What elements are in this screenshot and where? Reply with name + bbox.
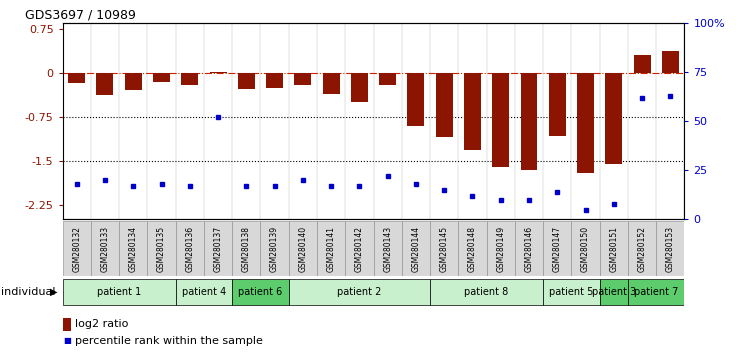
Bar bbox=[261, 221, 289, 276]
Bar bbox=[68, 73, 85, 84]
Bar bbox=[657, 221, 684, 276]
Text: patient 5: patient 5 bbox=[549, 287, 594, 297]
FancyBboxPatch shape bbox=[289, 279, 430, 305]
Text: GSM280148: GSM280148 bbox=[468, 226, 477, 272]
Text: GSM280134: GSM280134 bbox=[129, 225, 138, 272]
Text: GSM280141: GSM280141 bbox=[327, 226, 336, 272]
Bar bbox=[91, 221, 119, 276]
Text: GSM280144: GSM280144 bbox=[411, 225, 420, 272]
Text: GSM280149: GSM280149 bbox=[496, 225, 505, 272]
Bar bbox=[600, 221, 628, 276]
Bar bbox=[147, 221, 176, 276]
Text: GDS3697 / 10989: GDS3697 / 10989 bbox=[25, 9, 136, 22]
Bar bbox=[549, 73, 566, 136]
Bar bbox=[176, 221, 204, 276]
Bar bbox=[96, 73, 113, 95]
FancyBboxPatch shape bbox=[628, 279, 684, 305]
Bar bbox=[204, 221, 232, 276]
Text: patient 3: patient 3 bbox=[592, 287, 636, 297]
Bar bbox=[634, 55, 651, 73]
Bar bbox=[345, 221, 374, 276]
Text: ▶: ▶ bbox=[50, 287, 57, 297]
Text: GSM280142: GSM280142 bbox=[355, 226, 364, 272]
Bar bbox=[402, 221, 430, 276]
Text: patient 8: patient 8 bbox=[464, 287, 509, 297]
FancyBboxPatch shape bbox=[600, 279, 628, 305]
Text: GSM280143: GSM280143 bbox=[383, 225, 392, 272]
Text: GSM280139: GSM280139 bbox=[270, 225, 279, 272]
Bar bbox=[520, 73, 537, 170]
Bar bbox=[379, 73, 396, 85]
Bar bbox=[266, 73, 283, 87]
Text: patient 1: patient 1 bbox=[97, 287, 141, 297]
Bar bbox=[577, 73, 594, 172]
Text: GSM280152: GSM280152 bbox=[637, 226, 647, 272]
Bar bbox=[181, 73, 198, 85]
Text: GSM280135: GSM280135 bbox=[157, 225, 166, 272]
Bar bbox=[662, 51, 679, 73]
FancyBboxPatch shape bbox=[430, 279, 543, 305]
Bar bbox=[119, 221, 147, 276]
Bar bbox=[232, 221, 261, 276]
Bar bbox=[322, 73, 339, 94]
Bar bbox=[492, 73, 509, 167]
FancyBboxPatch shape bbox=[543, 279, 600, 305]
Text: GSM280136: GSM280136 bbox=[185, 225, 194, 272]
FancyBboxPatch shape bbox=[232, 279, 289, 305]
Bar bbox=[486, 221, 515, 276]
Bar bbox=[125, 73, 142, 91]
Text: GSM280153: GSM280153 bbox=[666, 225, 675, 272]
Text: patient 4: patient 4 bbox=[182, 287, 226, 297]
Bar bbox=[153, 73, 170, 82]
Bar bbox=[543, 221, 571, 276]
Text: GSM280140: GSM280140 bbox=[298, 225, 308, 272]
Text: ■: ■ bbox=[63, 336, 71, 345]
Bar bbox=[515, 221, 543, 276]
Bar bbox=[210, 72, 227, 73]
Text: patient 6: patient 6 bbox=[238, 287, 283, 297]
Text: GSM280133: GSM280133 bbox=[100, 225, 110, 272]
Text: GSM280138: GSM280138 bbox=[242, 226, 251, 272]
Bar bbox=[374, 221, 402, 276]
Bar bbox=[238, 73, 255, 89]
FancyBboxPatch shape bbox=[176, 279, 232, 305]
Bar bbox=[63, 221, 91, 276]
Bar bbox=[464, 73, 481, 150]
Text: GSM280146: GSM280146 bbox=[525, 225, 534, 272]
Text: GSM280151: GSM280151 bbox=[609, 226, 618, 272]
Bar bbox=[628, 221, 657, 276]
Bar bbox=[408, 73, 425, 126]
FancyBboxPatch shape bbox=[63, 279, 176, 305]
Bar bbox=[571, 221, 600, 276]
Bar bbox=[605, 73, 623, 164]
Bar bbox=[317, 221, 345, 276]
Text: GSM280150: GSM280150 bbox=[581, 225, 590, 272]
Bar bbox=[436, 73, 453, 137]
Bar bbox=[351, 73, 368, 102]
Text: patient 7: patient 7 bbox=[634, 287, 679, 297]
Bar bbox=[459, 221, 486, 276]
Text: GSM280147: GSM280147 bbox=[553, 225, 562, 272]
Bar bbox=[289, 221, 317, 276]
Text: patient 2: patient 2 bbox=[337, 287, 381, 297]
Text: GSM280137: GSM280137 bbox=[213, 225, 222, 272]
Text: log2 ratio: log2 ratio bbox=[75, 319, 129, 329]
Bar bbox=[294, 73, 311, 85]
Text: GSM280145: GSM280145 bbox=[439, 225, 449, 272]
Text: GSM280132: GSM280132 bbox=[72, 226, 81, 272]
Text: individual: individual bbox=[1, 287, 56, 297]
Bar bbox=[430, 221, 459, 276]
Text: percentile rank within the sample: percentile rank within the sample bbox=[75, 336, 263, 346]
